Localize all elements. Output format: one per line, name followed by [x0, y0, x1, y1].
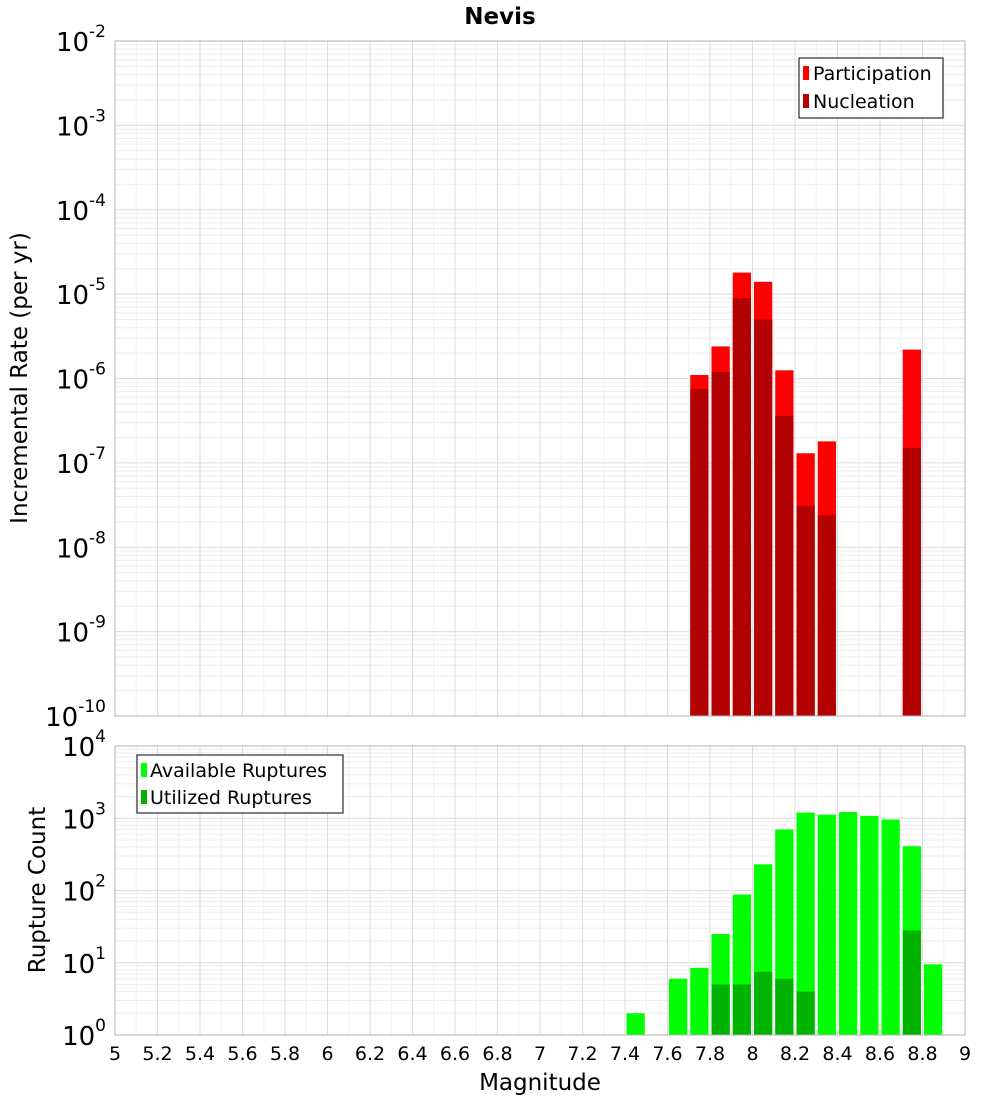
- count-y-tick-label: 104: [62, 727, 106, 763]
- chart-title: Nevis: [464, 4, 535, 30]
- count-bar-available-ruptures: [669, 978, 688, 1035]
- rate-bar-nucleation: [796, 505, 815, 716]
- rate-y-tick-label: 10-2: [56, 22, 106, 58]
- magnitude-tick-label: 6.2: [355, 1043, 385, 1065]
- rate-bar-nucleation: [754, 319, 773, 716]
- rate-bar-nucleation: [711, 371, 730, 716]
- nucleation-legend-swatch: [803, 94, 809, 108]
- rate-bar-nucleation: [775, 415, 794, 716]
- count-legend-box: [136, 754, 344, 814]
- rate-bar-nucleation: [817, 515, 836, 716]
- count-bar-available-ruptures: [626, 1013, 645, 1035]
- magnitude-tick-label: 6.6: [440, 1043, 470, 1065]
- magnitude-tick-label: 8.4: [822, 1043, 852, 1065]
- magnitude-tick-label: 7.4: [610, 1043, 640, 1065]
- count-bar-utilized-ruptures: [711, 984, 730, 1035]
- nucleation-legend-label: Nucleation: [813, 91, 915, 113]
- count-y-tick-label: 101: [62, 944, 106, 980]
- rate-y-tick-label: 10-9: [56, 613, 106, 649]
- rate-bar-nucleation: [732, 297, 751, 716]
- utilized-ruptures-legend-swatch: [141, 790, 147, 804]
- count-y-tick-label: 102: [62, 872, 106, 908]
- magnitude-tick-label: 6.4: [397, 1043, 427, 1065]
- magnitude-tick-label: 5: [109, 1043, 121, 1065]
- rate-bar-nucleation: [690, 389, 709, 716]
- count-bar-utilized-ruptures: [732, 984, 751, 1035]
- rate-y-tick-label: 10-5: [56, 275, 106, 311]
- magnitude-tick-label: 9: [959, 1043, 971, 1065]
- rate-y-tick-label: 10-6: [56, 360, 106, 396]
- rate-legend: Participation Nucleation: [798, 57, 944, 119]
- count-bars: [626, 812, 943, 1035]
- rate-plot-frame: [114, 40, 966, 717]
- count-bar-utilized-ruptures: [754, 971, 773, 1035]
- rate-y-tick-label: 10-3: [56, 106, 106, 142]
- count-legend: Available Ruptures Utilized Ruptures: [136, 754, 344, 814]
- count-y-tick-labels: 100 101 102 103 104: [62, 727, 106, 1052]
- rate-y-tick-label: 10-8: [56, 528, 106, 564]
- magnitude-tick-label: 8.6: [865, 1043, 895, 1065]
- magnitude-tick-label: 5.8: [270, 1043, 300, 1065]
- count-bar-available-ruptures: [924, 964, 943, 1035]
- rate-y-tick-label: 10-4: [56, 191, 106, 227]
- magnitude-tick-label: 5.4: [185, 1043, 215, 1065]
- count-bar-available-ruptures: [881, 819, 900, 1035]
- count-bar-utilized-ruptures: [796, 991, 815, 1035]
- magnitude-tick-label: 5.6: [227, 1043, 257, 1065]
- magnitude-tick-label: 8.2: [780, 1043, 810, 1065]
- count-bar-utilized-ruptures: [902, 930, 921, 1035]
- magnitude-tick-label: 8: [746, 1043, 758, 1065]
- magnitude-tick-label: 7.8: [695, 1043, 725, 1065]
- count-bar-available-ruptures: [860, 815, 879, 1035]
- rate-bar-nucleation: [902, 448, 921, 716]
- available-ruptures-legend-label: Available Ruptures: [150, 760, 327, 782]
- magnitude-tick-label: 7.2: [567, 1043, 597, 1065]
- count-bar-available-ruptures: [839, 812, 858, 1035]
- participation-legend-swatch: [803, 66, 809, 80]
- magnitude-tick-label: 6: [321, 1043, 333, 1065]
- count-bar-utilized-ruptures: [775, 978, 794, 1035]
- count-y-tick-label: 100: [62, 1016, 106, 1052]
- rate-bars: [690, 272, 921, 716]
- magnitude-tick-label: 7: [534, 1043, 546, 1065]
- rate-y-tick-label: 10-7: [56, 444, 106, 480]
- count-bar-available-ruptures: [796, 812, 815, 1035]
- count-panel: 100 101 102 103 104 5 5.2 5.4 5.6 5.8 6 6.2 6.4 6.6 6…: [25, 727, 971, 1096]
- rate-gridlines: [114, 41, 966, 717]
- magnitude-tick-label: 5.2: [142, 1043, 172, 1065]
- utilized-ruptures-legend-label: Utilized Ruptures: [150, 787, 312, 809]
- count-y-tick-label: 103: [62, 799, 106, 835]
- x-axis-title: Magnitude: [479, 1070, 601, 1096]
- count-bar-available-ruptures: [690, 967, 709, 1035]
- participation-legend-label: Participation: [813, 63, 932, 85]
- rate-legend-box: [798, 57, 944, 119]
- count-bar-available-ruptures: [817, 814, 836, 1035]
- count-plot-frame: [114, 745, 966, 1036]
- available-ruptures-legend-swatch: [141, 763, 147, 777]
- rate-y-axis-title: Incremental Rate (per yr): [7, 232, 33, 524]
- magnitude-tick-label: 7.6: [652, 1043, 682, 1065]
- magnitude-tick-label: 8.8: [907, 1043, 937, 1065]
- magnitude-tick-labels: 5 5.2 5.4 5.6 5.8 6 6.2 6.4 6.6 6.8 7 7.2 7.4 7.6 7.8 8…: [109, 1043, 971, 1065]
- count-y-axis-title: Rupture Count: [25, 807, 51, 973]
- magnitude-tick-label: 6.8: [482, 1043, 512, 1065]
